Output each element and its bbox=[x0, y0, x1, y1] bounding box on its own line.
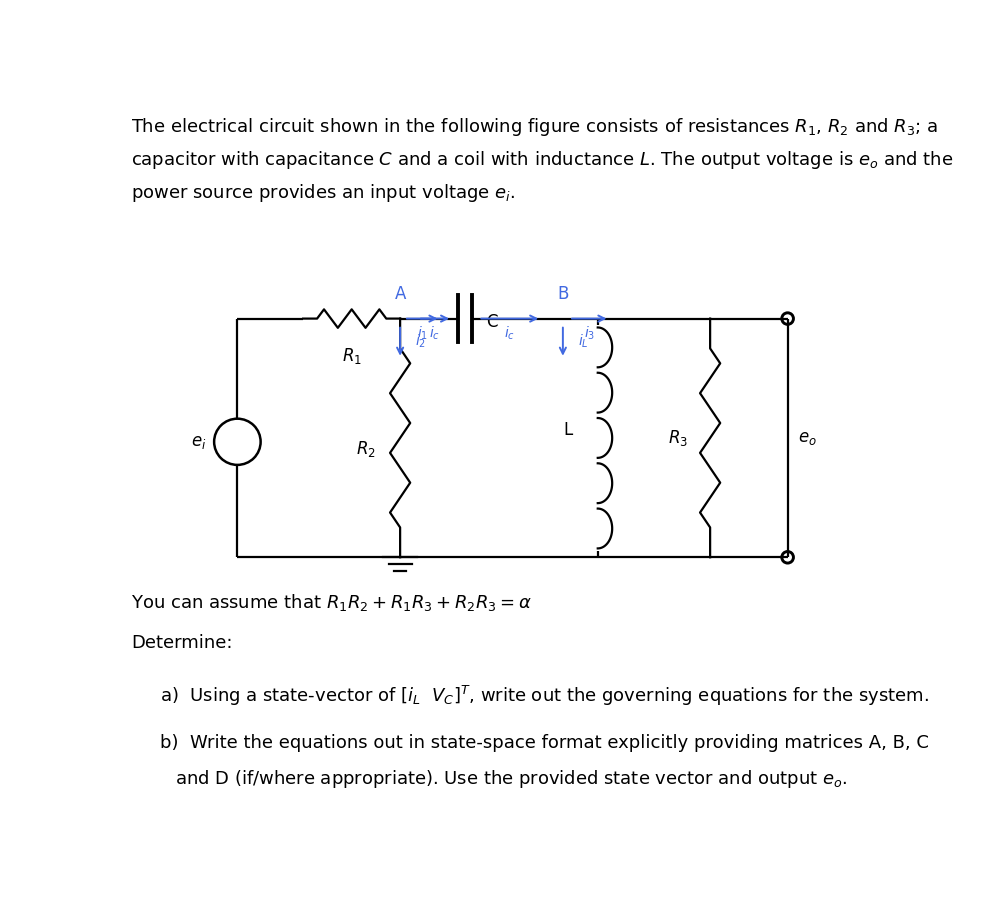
Text: $e_o$: $e_o$ bbox=[798, 429, 817, 447]
Text: and D (if/where appropriate). Use the provided state vector and output $e_o$.: and D (if/where appropriate). Use the pr… bbox=[175, 768, 848, 790]
Text: Determine:: Determine: bbox=[131, 634, 233, 652]
Text: $e_i$: $e_i$ bbox=[191, 432, 206, 451]
Text: $i_c$: $i_c$ bbox=[504, 324, 515, 342]
Text: capacitor with capacitance $C$ and a coil with inductance $L$. The output voltag: capacitor with capacitance $C$ and a coi… bbox=[131, 149, 954, 171]
Text: $i_c$: $i_c$ bbox=[429, 324, 441, 342]
Text: B: B bbox=[557, 285, 569, 303]
Text: $R_1$: $R_1$ bbox=[342, 345, 362, 365]
Text: power source provides an input voltage $e_i$.: power source provides an input voltage $… bbox=[131, 182, 516, 204]
Text: C: C bbox=[486, 313, 498, 332]
Text: The electrical circuit shown in the following figure consists of resistances $R_: The electrical circuit shown in the foll… bbox=[131, 116, 938, 138]
Text: $i_1$: $i_1$ bbox=[417, 324, 428, 342]
Text: A: A bbox=[394, 285, 406, 303]
Text: b)  Write the equations out in state-space format explicitly providing matrices : b) Write the equations out in state-spac… bbox=[160, 735, 929, 752]
Text: $i_2$: $i_2$ bbox=[415, 333, 426, 351]
Text: $R_2$: $R_2$ bbox=[356, 440, 375, 460]
Text: $i_L$: $i_L$ bbox=[578, 333, 588, 351]
Text: $i_3$: $i_3$ bbox=[584, 324, 595, 342]
Text: You can assume that $R_1R_2 + R_1R_3 + R_2R_3 = \alpha$: You can assume that $R_1R_2 + R_1R_3 + R… bbox=[131, 592, 532, 613]
Text: a)  Using a state-vector of $[i_L\ \ V_C]^T$, write out the governing equations : a) Using a state-vector of $[i_L\ \ V_C]… bbox=[160, 684, 929, 708]
Text: $R_3$: $R_3$ bbox=[668, 428, 688, 448]
Text: L: L bbox=[564, 421, 573, 440]
